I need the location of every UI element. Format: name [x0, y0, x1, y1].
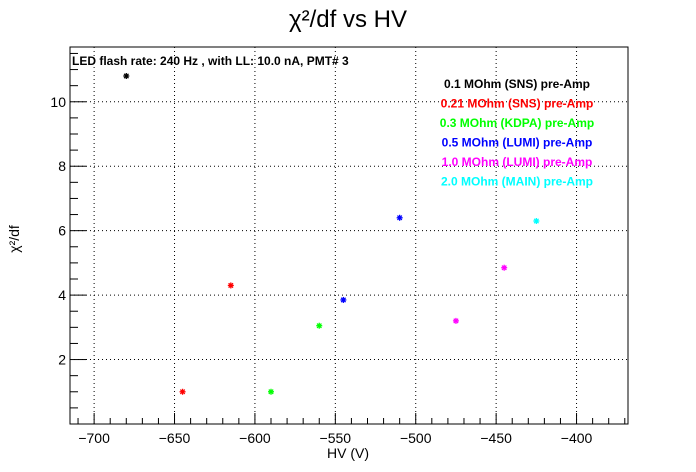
- y-tick-label: 4: [58, 287, 66, 303]
- legend-entry: 1.0 MOhm (LUMI) pre-Amp: [442, 155, 593, 169]
- data-point: [501, 264, 508, 271]
- legend-entry: 0.3 MOhm (KDPA) pre-Amp: [440, 116, 594, 130]
- data-points: [123, 73, 540, 395]
- marker-stroke: [453, 318, 459, 324]
- x-tick-label: −400: [561, 430, 593, 446]
- axis-ticks: [70, 52, 626, 424]
- data-point: [179, 388, 186, 395]
- y-axis-title: χ²/df: [6, 225, 22, 253]
- marker-stroke: [396, 215, 403, 221]
- annotation-text: LED flash rate: 240 Hz , with LL: 10.0 n…: [72, 54, 349, 68]
- data-point: [316, 322, 323, 329]
- data-point: [227, 282, 234, 289]
- data-point: [396, 214, 403, 221]
- legend: 0.1 MOhm (SNS) pre-Amp 0.21 MOhm (SNS) pr…: [440, 77, 594, 189]
- legend-entry: 0.21 MOhm (SNS) pre-Amp: [441, 97, 594, 111]
- data-point: [268, 388, 275, 395]
- marker-stroke: [533, 218, 539, 224]
- x-tick-label: −550: [320, 430, 352, 446]
- x-tick-label: −500: [400, 430, 432, 446]
- legend-entry: 2.0 MOhm (MAIN) pre-Amp: [441, 175, 593, 189]
- y-tick-label: 8: [58, 158, 66, 174]
- chart-title: χ²/df vs HV: [289, 6, 407, 33]
- data-point: [123, 73, 130, 79]
- x-tick-label: −450: [480, 430, 512, 446]
- legend-entry: 0.1 MOhm (SNS) pre-Amp: [444, 77, 590, 91]
- legend-entry: 0.5 MOhm (LUMI) pre-Amp: [442, 136, 593, 150]
- marker-stroke: [268, 389, 274, 395]
- marker-stroke: [316, 323, 322, 329]
- y-tick-label: 10: [50, 94, 66, 110]
- data-point: [533, 218, 540, 224]
- x-axis-title: HV (V): [327, 445, 369, 461]
- data-point: [340, 296, 347, 303]
- data-point: [452, 317, 459, 324]
- marker-stroke: [340, 297, 347, 303]
- x-tick-label: −650: [159, 430, 191, 446]
- x-tick-label: −700: [78, 430, 110, 446]
- marker-stroke: [228, 282, 234, 289]
- grid: [70, 47, 628, 424]
- marker-stroke: [179, 389, 186, 395]
- y-tick-label: 6: [58, 223, 66, 239]
- plot-frame: [69, 46, 629, 425]
- y-tick-label: 2: [58, 352, 66, 368]
- axis-tick-labels: −700 −650 −600 −550 −500 −450 −400 2 4 6 8 10: [50, 94, 592, 446]
- marker-stroke: [123, 73, 129, 79]
- marker-stroke: [501, 265, 507, 271]
- x-tick-label: −600: [239, 430, 271, 446]
